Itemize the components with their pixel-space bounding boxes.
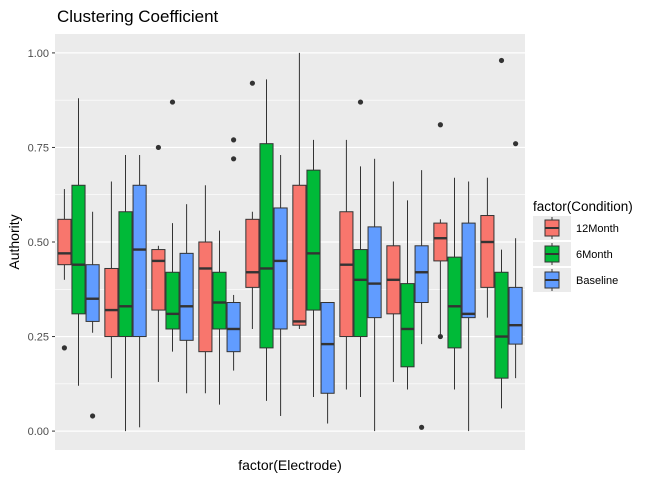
- box-body: [151, 249, 166, 311]
- outlier-point: [437, 122, 443, 128]
- box-Baseline: [273, 155, 288, 416]
- outlier-point: [169, 99, 176, 105]
- box-Baseline: [414, 170, 429, 430]
- box-6Month: [494, 57, 509, 409]
- outlier-point: [231, 156, 237, 162]
- box-Baseline: [226, 137, 241, 371]
- box-6Month: [447, 177, 462, 390]
- box-body: [259, 143, 274, 349]
- boxes-layer: [57, 52, 523, 432]
- chart-title: Clustering Coefficient: [57, 7, 219, 26]
- box-12Month: [386, 181, 401, 382]
- legend-label: 6Month: [576, 249, 613, 261]
- box-body: [414, 245, 429, 304]
- box-body: [320, 302, 335, 394]
- box-Baseline: [508, 141, 523, 379]
- box-12Month: [245, 80, 260, 329]
- box-body: [273, 207, 288, 330]
- box-12Month: [339, 139, 354, 390]
- y-tick-label: 0.00: [28, 426, 49, 438]
- box-6Month: [306, 139, 321, 398]
- y-axis-ticks: 0.00 0.25 0.50 0.75 1.00: [28, 48, 55, 438]
- box-6Month: [353, 99, 368, 398]
- y-tick-label: 0.50: [28, 237, 49, 249]
- outlier-point: [231, 137, 237, 143]
- box-body: [494, 271, 509, 379]
- box-body: [57, 218, 72, 266]
- box-body: [367, 226, 382, 319]
- legend-key-12Month: [533, 216, 571, 240]
- box-body: [447, 256, 462, 349]
- legend-title: factor(Condition): [533, 199, 633, 214]
- box-body: [306, 169, 321, 311]
- box-body: [198, 241, 213, 353]
- box-12Month: [433, 122, 448, 340]
- box-body: [226, 302, 241, 353]
- box-body: [132, 184, 147, 338]
- box-Baseline: [320, 302, 335, 424]
- legend-label: 12Month: [576, 223, 619, 235]
- outlier-point: [498, 57, 505, 64]
- box-6Month: [118, 155, 133, 432]
- legend-label: Baseline: [576, 275, 618, 287]
- outlier-point: [419, 424, 425, 430]
- outlier-point: [90, 413, 96, 419]
- box-body: [508, 286, 523, 345]
- box-6Month: [259, 79, 274, 401]
- y-tick-label: 0.25: [28, 332, 49, 344]
- box-body: [339, 211, 354, 338]
- outlier-point: [155, 144, 161, 151]
- box-body: [104, 267, 119, 338]
- box-6Month: [165, 99, 180, 352]
- box-body: [353, 249, 368, 338]
- box-12Month: [104, 181, 119, 379]
- box-body: [85, 264, 100, 322]
- outlier-point: [249, 80, 255, 86]
- box-Baseline: [85, 211, 100, 419]
- box-body: [245, 218, 260, 288]
- box-body: [165, 271, 180, 330]
- box-body: [400, 283, 415, 368]
- box-Baseline: [132, 155, 147, 428]
- legend-key-Baseline: [533, 268, 571, 292]
- outlier-point: [357, 99, 364, 105]
- box-body: [118, 211, 133, 338]
- y-axis-title: Authority: [6, 214, 22, 269]
- outlier-point: [61, 345, 67, 351]
- legend: factor(Condition) 12Month 6Month Baseline: [533, 199, 633, 292]
- box-12Month: [57, 189, 72, 351]
- box-6Month: [212, 230, 227, 405]
- outlier-point: [513, 141, 519, 147]
- box-Baseline: [367, 158, 382, 432]
- box-Baseline: [179, 204, 194, 394]
- legend-key-6Month: [533, 242, 571, 266]
- box-6Month: [71, 98, 86, 386]
- box-body: [292, 184, 307, 326]
- y-tick-label: 1.00: [28, 48, 49, 60]
- box-12Month: [198, 185, 213, 394]
- box-6Month: [400, 200, 415, 390]
- box-body: [480, 215, 495, 288]
- box-body: [461, 222, 476, 319]
- box-body: [179, 252, 194, 341]
- box-12Month: [292, 52, 307, 329]
- box-body: [71, 184, 86, 315]
- box-Baseline: [461, 181, 476, 432]
- outlier-point: [437, 333, 443, 340]
- box-12Month: [151, 144, 166, 382]
- box-12Month: [480, 177, 495, 318]
- y-tick-label: 0.75: [28, 142, 49, 154]
- box-body: [212, 271, 227, 330]
- box-body: [433, 222, 448, 262]
- x-axis-title: factor(Electrode): [238, 457, 341, 473]
